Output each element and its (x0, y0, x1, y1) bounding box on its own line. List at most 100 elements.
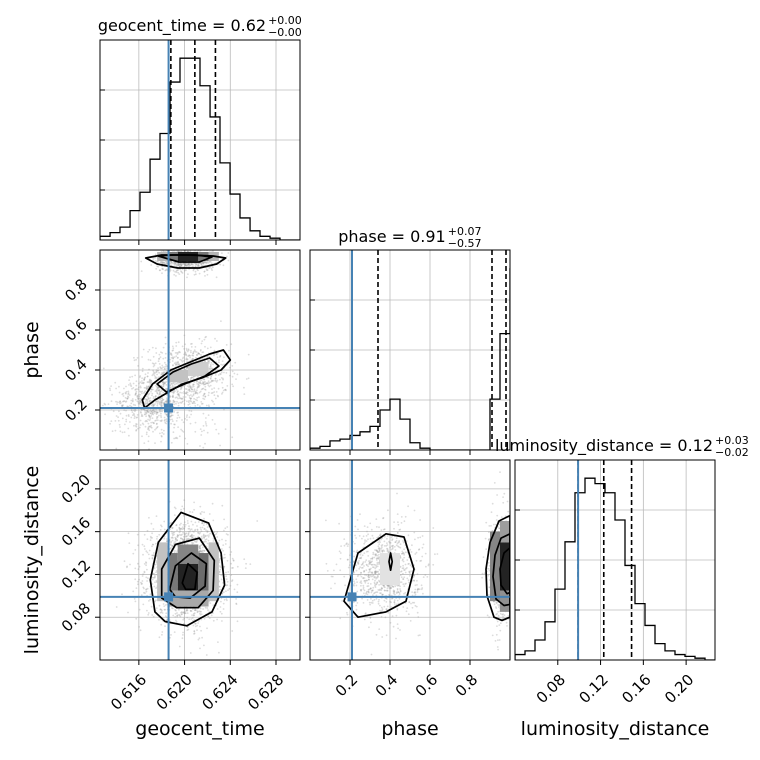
sample-point (172, 420, 174, 422)
sample-point (164, 625, 166, 627)
sample-point (170, 385, 172, 387)
sample-point (400, 574, 402, 576)
sample-point (141, 356, 143, 358)
sample-point (170, 262, 172, 264)
sample-point (103, 368, 105, 370)
sample-point (421, 556, 423, 558)
sample-point (205, 417, 207, 419)
sample-point (212, 392, 214, 394)
sample-point (215, 378, 217, 380)
sample-point (159, 636, 161, 638)
sample-point (175, 345, 177, 347)
sample-point (197, 404, 199, 406)
sample-point (187, 385, 189, 387)
sample-point (202, 608, 204, 610)
sample-point (165, 604, 167, 606)
sample-point (147, 530, 149, 532)
sample-point (177, 398, 179, 400)
sample-point (182, 634, 184, 636)
sample-point (120, 413, 122, 415)
sample-point (164, 417, 166, 419)
sample-point (191, 534, 193, 536)
sample-point (204, 381, 206, 383)
sample-point (150, 264, 152, 266)
sample-point (394, 603, 396, 605)
sample-point (165, 357, 167, 359)
sample-point (175, 437, 177, 439)
sample-point (373, 557, 375, 559)
sample-point (393, 528, 395, 530)
sample-point (190, 618, 192, 620)
sample-point (401, 581, 403, 583)
sample-point (159, 391, 161, 393)
sample-point (154, 376, 156, 378)
sample-point (211, 263, 213, 265)
sample-point (222, 378, 224, 380)
sample-point (137, 414, 139, 416)
sample-point (152, 414, 154, 416)
sample-point (190, 343, 192, 345)
sample-point (152, 558, 154, 560)
sample-point (161, 432, 163, 434)
sample-point (372, 594, 374, 596)
sample-point (183, 528, 185, 530)
sample-point (243, 393, 245, 395)
sample-point (184, 438, 186, 440)
sample-point (119, 392, 121, 394)
sample-point (204, 389, 206, 391)
sample-point (382, 608, 384, 610)
sample-point (142, 604, 144, 606)
sample-point (179, 417, 181, 419)
sample-point (125, 386, 127, 388)
sample-point (201, 511, 203, 513)
sample-point (196, 354, 198, 356)
sample-point (191, 521, 193, 523)
sample-point (397, 532, 399, 534)
sample-point (173, 438, 175, 440)
sample-point (144, 548, 146, 550)
sample-point (347, 614, 349, 616)
sample-point (188, 410, 190, 412)
sample-point (204, 275, 206, 277)
sample-point (127, 396, 129, 398)
sample-point (205, 336, 207, 338)
sample-point (216, 391, 218, 393)
sample-point (126, 566, 128, 568)
sample-point (164, 422, 166, 424)
sample-point (139, 375, 141, 377)
sample-point (370, 622, 372, 624)
sample-point (208, 404, 210, 406)
sample-point (366, 540, 368, 542)
sample-point (138, 626, 140, 628)
sample-point (397, 513, 399, 515)
sample-point (396, 493, 398, 495)
sample-point (225, 572, 227, 574)
sample-point (130, 385, 132, 387)
sample-point (176, 420, 178, 422)
sample-point (131, 409, 133, 411)
sample-point (171, 531, 173, 533)
sample-point (220, 320, 222, 322)
sample-point (156, 371, 158, 373)
sample-point (423, 544, 425, 546)
sample-point (363, 588, 365, 590)
sample-point (171, 419, 173, 421)
sample-point (165, 384, 167, 386)
sample-point (338, 523, 340, 525)
sample-point (375, 518, 377, 520)
sample-point (208, 392, 210, 394)
sample-point (125, 419, 127, 421)
sample-point (191, 389, 193, 391)
sample-point (129, 376, 131, 378)
sample-point (377, 545, 379, 547)
sample-point (164, 368, 166, 370)
sample-point (132, 398, 134, 400)
sample-point (148, 554, 150, 556)
sample-point (148, 440, 150, 442)
sample-point (161, 352, 163, 354)
sample-point (224, 599, 226, 601)
sample-point (183, 515, 185, 517)
sample-point (155, 347, 157, 349)
sample-point (157, 266, 159, 268)
sample-point (150, 391, 152, 393)
